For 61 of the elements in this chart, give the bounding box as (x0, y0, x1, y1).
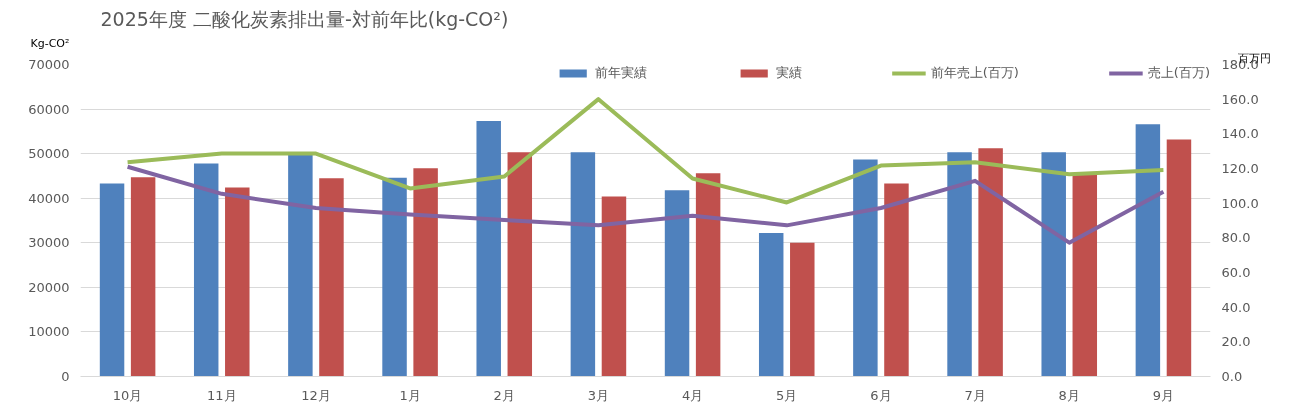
x-tick-label: 6月 (870, 387, 892, 403)
x-tick-label: 5月 (776, 387, 798, 403)
y-tick-label: 40000 (28, 190, 70, 206)
bar (978, 148, 1003, 377)
y2-tick-label: 140.0 (1221, 126, 1259, 142)
y2-tick-label: 0.0 (1221, 369, 1243, 384)
bar (476, 121, 501, 377)
line-series (125, 97, 1166, 205)
bar (601, 196, 627, 377)
line-series (125, 164, 1166, 245)
bar (130, 177, 156, 377)
y2-tick-label: 160.0 (1221, 91, 1259, 107)
y2-tick-label: 100.0 (1221, 195, 1259, 211)
bar (382, 177, 407, 377)
bar (413, 168, 438, 377)
bar (1166, 139, 1192, 377)
legend-label: 実績 (775, 64, 802, 82)
legend-label: 前年売上(百万) (930, 64, 1019, 82)
x-tick-label: 10月 (112, 387, 143, 403)
y-tick-label: 10000 (28, 324, 70, 340)
x-tick-label: 12月 (301, 387, 331, 403)
y-axis-title: Kg-CO² (30, 36, 70, 50)
x-tick-label: 3月 (587, 387, 610, 403)
y2-tick-label: 60.0 (1221, 265, 1251, 280)
bar (99, 183, 125, 377)
bar (1135, 124, 1161, 377)
x-tick-label: 8月 (1058, 387, 1080, 403)
x-tick-label: 9月 (1152, 387, 1175, 403)
bar (947, 152, 972, 377)
y-tick-label: 70000 (28, 57, 70, 72)
bar (1041, 152, 1066, 377)
bar (758, 232, 784, 377)
bar (193, 163, 219, 377)
y2-tick-label: 20.0 (1221, 334, 1251, 350)
bar (225, 187, 250, 377)
bar (507, 152, 533, 377)
y-tick-label: 50000 (28, 146, 70, 162)
bar (1072, 173, 1098, 377)
y-tick-label: 20000 (28, 279, 70, 295)
x-tick-label: 7月 (964, 387, 986, 403)
y-tick-label: 0 (61, 369, 70, 384)
bar (884, 183, 909, 377)
y-tick-label: 30000 (28, 235, 70, 251)
bar (570, 152, 596, 377)
bar (319, 178, 344, 377)
bar (695, 173, 721, 377)
bar (664, 190, 690, 377)
x-tick-label: 11月 (206, 387, 237, 403)
y2-tick-label: 80.0 (1221, 230, 1251, 246)
x-tick-label: 2月 (493, 387, 515, 403)
bar (288, 154, 313, 377)
bar (790, 242, 815, 377)
x-tick-label: 4月 (681, 387, 704, 403)
y2-tick-label: 120.0 (1221, 161, 1259, 176)
legend-label: 売上(百万) (1147, 64, 1210, 82)
x-tick-label: 1月 (399, 387, 421, 403)
y2-tick-label: 40.0 (1221, 299, 1251, 315)
y-tick-label: 60000 (28, 101, 70, 117)
legend-label: 前年実績 (594, 64, 647, 82)
bar (853, 159, 878, 377)
chart-title: 2025年度 二酸化炭素排出量-対前年比(kg-CO²) (100, 7, 509, 30)
